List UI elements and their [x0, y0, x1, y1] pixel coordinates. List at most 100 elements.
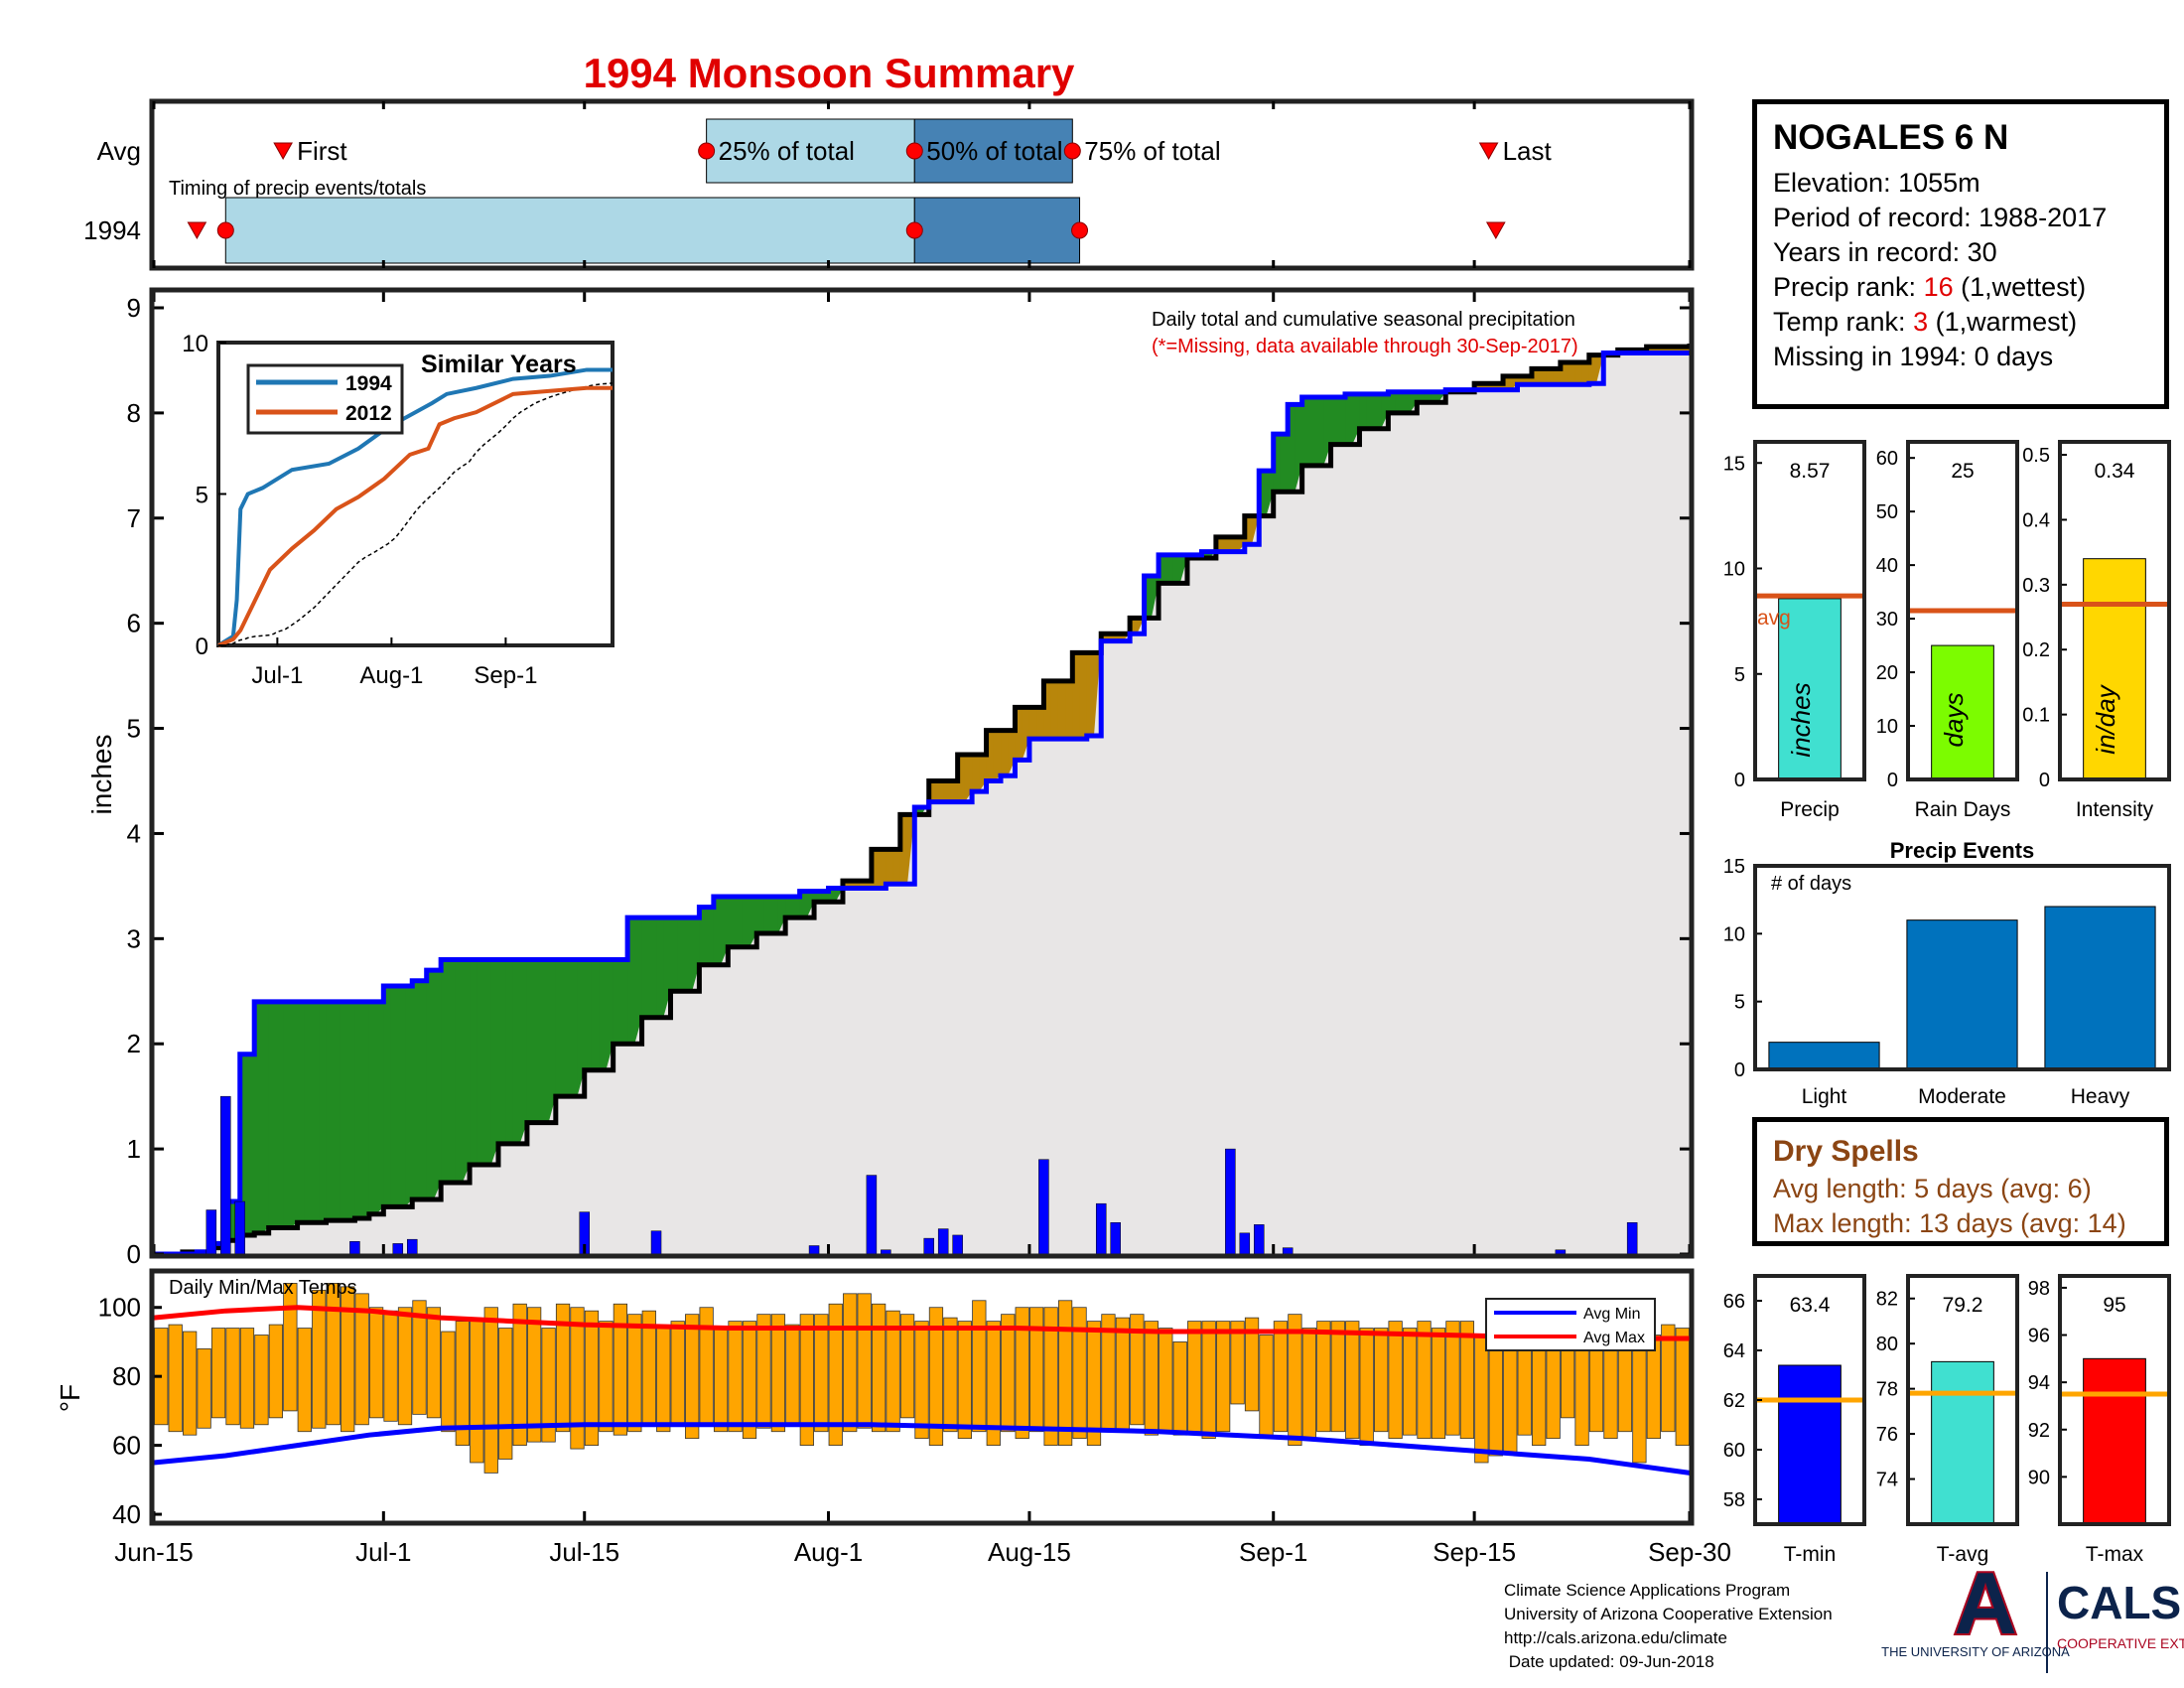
above-average-fill — [1359, 394, 1367, 429]
events-tick-label: 0 — [1734, 1059, 1745, 1081]
daily-temp-range-bar — [1260, 1336, 1273, 1439]
daily-temp-range-bar — [600, 1322, 613, 1432]
temp-summary-1-value: 79.2 — [1943, 1294, 1983, 1317]
daily-temp-range-bar — [1504, 1341, 1517, 1452]
above-average-fill — [484, 960, 492, 1165]
intensity-summary-tick-label: 0.2 — [2022, 639, 2050, 661]
temp-summary-2-tick-label: 96 — [2028, 1326, 2050, 1347]
station-name: NOGALES 6 N — [1773, 116, 2164, 160]
below-average-fill — [886, 849, 893, 884]
footer-credits: Climate Science Applications Program Uni… — [1504, 1579, 1833, 1674]
daily-precip-bar — [924, 1238, 934, 1254]
timing-percentile-marker — [906, 143, 922, 159]
above-average-fill — [1403, 392, 1411, 413]
precip-summary-bar-text: inches — [1786, 682, 1816, 757]
daily-temp-range-bar — [1002, 1315, 1015, 1432]
footer-program: Climate Science Applications Program — [1504, 1579, 1833, 1603]
daily-temp-range-bar — [714, 1329, 727, 1432]
above-average-fill — [785, 897, 793, 917]
daily-temp-range-bar — [858, 1294, 871, 1428]
station-period: Period of record: 1988-2017 — [1773, 201, 2164, 235]
inset-title: Similar Years — [421, 351, 577, 378]
daily-temp-range-bar — [1087, 1322, 1100, 1446]
above-average-fill — [1367, 394, 1375, 429]
above-average-fill — [419, 981, 427, 1199]
daily-temp-range-bar — [226, 1329, 239, 1425]
x-tick-label: Sep-1 — [1239, 1537, 1307, 1567]
above-average-fill — [585, 960, 593, 1070]
above-average-fill — [520, 960, 528, 1144]
dry-spells-avg: Avg length: 5 days (avg: 6) — [1773, 1172, 2164, 1206]
precip-summary-value: 8.57 — [1790, 460, 1831, 483]
daily-temp-range-bar — [1202, 1322, 1215, 1439]
temp-summary-0-tick-label: 62 — [1723, 1390, 1745, 1412]
above-average-fill — [362, 1002, 370, 1218]
station-years: Years in record: 30 — [1773, 235, 2164, 270]
event-category-label: Heavy — [2071, 1085, 2130, 1108]
inset-y-tick-label: 5 — [196, 483, 208, 509]
events-tick-label: 5 — [1734, 992, 1745, 1014]
timing-percentile-marker — [1072, 222, 1088, 238]
cals-coop-text: COOPERATIVE EXTENSION — [2057, 1635, 2184, 1651]
inset-legend-label: 2012 — [345, 402, 392, 425]
below-average-fill — [1036, 707, 1044, 739]
daily-temp-range-bar — [211, 1329, 224, 1418]
below-average-fill — [936, 781, 944, 802]
y-tick-label: 2 — [127, 1029, 141, 1058]
daily-temp-range-bar — [355, 1294, 368, 1425]
station-info-box: NOGALES 6 N Elevation: 1055m Period of r… — [1752, 99, 2169, 409]
temp-summary-2-bar — [2084, 1358, 2146, 1524]
above-average-fill — [298, 1002, 306, 1222]
daily-temp-range-bar — [442, 1332, 455, 1432]
timing-percentile-marker — [217, 222, 233, 238]
above-average-fill — [685, 917, 693, 991]
daily-temp-range-bar — [657, 1329, 670, 1432]
timing-row-label: Avg — [97, 136, 141, 166]
above-average-fill — [261, 1002, 269, 1233]
event-category-label: Moderate — [1918, 1085, 2006, 1108]
inset-x-tick-label: Sep-1 — [474, 662, 537, 689]
precip-summary-tick-label: 0 — [1734, 770, 1745, 791]
daily-temp-range-bar — [1418, 1322, 1431, 1439]
temp-summary-1-tick-label: 80 — [1876, 1334, 1898, 1355]
above-average-fill — [470, 960, 478, 1165]
daily-temp-range-bar — [1058, 1301, 1071, 1446]
above-average-fill — [383, 986, 391, 1206]
above-average-fill — [448, 960, 456, 1183]
missing-days: Missing in 1994: 0 days — [1773, 340, 2164, 374]
timing-bar-50-75 — [914, 198, 1079, 263]
below-average-fill — [1001, 731, 1009, 776]
raindays-summary-tick-label: 30 — [1876, 609, 1898, 631]
precip-summary-tick-label: 15 — [1723, 453, 1745, 475]
temp-summary-0-label: T-min — [1784, 1543, 1837, 1566]
daily-temp-range-bar — [269, 1325, 282, 1418]
daily-temp-range-bar — [757, 1315, 770, 1429]
y-tick-label: 4 — [127, 818, 141, 848]
x-tick-label: Jun-15 — [114, 1537, 194, 1567]
intensity-summary-bar-text: in/day — [2091, 683, 2120, 754]
above-average-fill — [354, 1002, 362, 1218]
temp-summary-2-tick-label: 94 — [2028, 1372, 2050, 1394]
below-average-fill — [1051, 681, 1059, 739]
daily-temp-range-bar — [484, 1308, 497, 1474]
temp-y-tick-label: 80 — [112, 1361, 141, 1391]
raindays-summary-tick-label: 0 — [1887, 770, 1898, 791]
above-average-fill — [614, 960, 621, 1045]
temp-summary-2-value: 95 — [2103, 1294, 2125, 1317]
daily-temp-range-bar — [571, 1308, 584, 1449]
raindays-summary-tick-label: 20 — [1876, 662, 1898, 684]
temp-summary-2-tick-label: 92 — [2028, 1420, 2050, 1442]
daily-temp-range-bar — [427, 1308, 440, 1418]
above-average-fill — [412, 981, 420, 1199]
daily-precip-bar — [1038, 1160, 1048, 1254]
above-average-fill — [269, 1002, 277, 1228]
footer-url[interactable]: http://cals.arizona.edu/climate — [1504, 1626, 1833, 1650]
above-average-fill — [1331, 397, 1339, 445]
daily-precip-bar — [1254, 1224, 1264, 1254]
y-tick-label: 8 — [127, 398, 141, 428]
daily-temp-range-bar — [527, 1308, 540, 1442]
above-average-fill — [743, 897, 751, 947]
above-average-fill — [247, 1055, 255, 1235]
above-average-fill — [763, 897, 771, 933]
above-average-fill — [707, 908, 715, 965]
